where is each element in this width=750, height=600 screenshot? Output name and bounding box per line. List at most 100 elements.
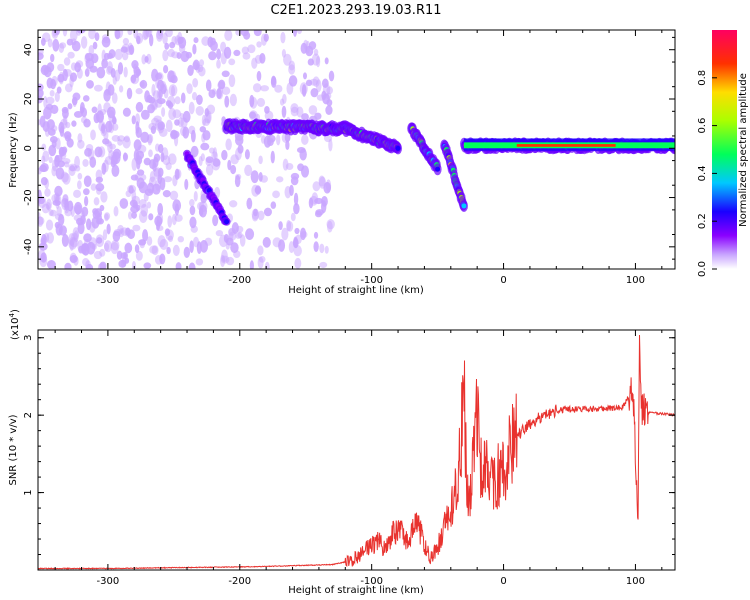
spectral-noise-cell bbox=[301, 134, 309, 145]
spectral-noise-cell bbox=[244, 149, 250, 160]
spectral-noise-cell bbox=[258, 255, 266, 263]
spectral-noise-cell bbox=[165, 162, 172, 171]
spectral-noise-cell bbox=[122, 37, 130, 45]
spectral-noise-cell bbox=[204, 112, 211, 124]
spectral-noise-cell bbox=[42, 32, 51, 43]
spectral-noise-cell bbox=[282, 93, 287, 105]
spectral-noise-cell bbox=[305, 79, 313, 87]
spectral-noise-cell bbox=[180, 50, 190, 63]
spectral-noise-cell bbox=[270, 201, 277, 209]
spectral-noise-cell bbox=[44, 178, 50, 189]
spectrogram-heatmap bbox=[38, 30, 675, 269]
spectral-noise-cell bbox=[62, 30, 68, 37]
spectral-noise-cell bbox=[76, 68, 83, 79]
spectral-noise-cell bbox=[162, 49, 169, 62]
spectral-noise-cell bbox=[148, 149, 153, 158]
y-tick-label: 40 bbox=[23, 43, 34, 56]
spectral-noise-cell bbox=[95, 182, 105, 192]
spectral-noise-cell bbox=[107, 84, 115, 96]
spectral-noise-cell bbox=[250, 170, 259, 184]
spectral-noise-cell bbox=[139, 199, 147, 208]
spectral-noise-cell bbox=[60, 171, 69, 183]
spectral-noise-cell bbox=[132, 224, 141, 232]
spectral-noise-cell bbox=[212, 214, 219, 227]
spectral-noise-cell bbox=[92, 208, 99, 215]
spectral-noise-cell bbox=[276, 134, 281, 146]
spectral-noise-cell bbox=[67, 103, 73, 110]
spectral-noise-cell bbox=[177, 31, 183, 45]
spectral-noise-cell bbox=[245, 228, 255, 241]
spectral-noise-cell bbox=[45, 103, 54, 111]
spectral-noise-cell bbox=[82, 95, 90, 102]
spectral-noise-cell bbox=[167, 70, 175, 83]
spectral-noise-cell bbox=[156, 30, 163, 42]
spectral-noise-cell bbox=[227, 159, 232, 171]
figure-title: C2E1.2023.293.19.03.R11 bbox=[270, 3, 441, 18]
spectral-noise-cell bbox=[85, 58, 95, 70]
spectral-noise-cell bbox=[312, 76, 320, 88]
spectral-noise-cell bbox=[289, 184, 294, 196]
x-tick-label: -100 bbox=[360, 275, 383, 286]
spectral-noise-cell bbox=[153, 153, 161, 163]
spectral-signal-cell bbox=[435, 166, 441, 172]
spectral-noise-cell bbox=[188, 101, 195, 115]
spectral-noise-cell bbox=[98, 146, 106, 158]
colorbar-tick-label: 0.8 bbox=[697, 70, 708, 86]
spectral-noise-cell bbox=[40, 162, 49, 172]
spectral-noise-cell bbox=[251, 184, 260, 197]
spectral-noise-cell bbox=[202, 130, 211, 141]
spectral-noise-cell bbox=[193, 190, 198, 202]
spectral-noise-cell bbox=[162, 190, 171, 198]
spectral-noise-cell bbox=[288, 241, 295, 253]
spectral-noise-cell bbox=[167, 235, 174, 243]
spectral-noise-cell bbox=[258, 171, 263, 182]
spectral-noise-cell bbox=[229, 200, 238, 208]
spectral-noise-cell bbox=[187, 64, 194, 76]
spectral-noise-cell bbox=[210, 40, 218, 52]
spectral-noise-cell bbox=[57, 63, 65, 72]
spectral-noise-cell bbox=[156, 89, 162, 100]
spectral-noise-cell bbox=[139, 81, 145, 88]
spectral-noise-cell bbox=[146, 94, 153, 103]
spectral-noise-cell bbox=[247, 44, 256, 54]
spectral-noise-cell bbox=[135, 88, 143, 95]
spectral-noise-cell bbox=[302, 72, 308, 80]
spectrogram-x-axis-label: Height of straight line (km) bbox=[288, 285, 424, 296]
spectral-noise-cell bbox=[285, 162, 294, 170]
spectral-noise-cell bbox=[292, 30, 298, 37]
spectral-noise-cell bbox=[174, 168, 180, 180]
spectral-noise-cell bbox=[253, 30, 262, 37]
spectral-noise-cell bbox=[66, 38, 74, 46]
spectral-noise-cell bbox=[55, 223, 63, 236]
spectral-noise-cell bbox=[276, 176, 284, 183]
spectral-noise-cell bbox=[174, 203, 180, 216]
spectral-noise-cell bbox=[221, 70, 230, 78]
spectral-noise-cell bbox=[84, 147, 93, 157]
spectral-noise-cell bbox=[44, 188, 51, 197]
spectral-noise-cell bbox=[215, 229, 224, 237]
spectral-noise-cell bbox=[189, 198, 195, 207]
spectral-noise-cell bbox=[251, 212, 259, 222]
spectral-noise-cell bbox=[143, 157, 151, 166]
spectral-noise-cell bbox=[46, 77, 54, 89]
spectral-noise-cell bbox=[156, 98, 166, 105]
spectral-noise-cell bbox=[48, 144, 57, 157]
spectral-noise-cell bbox=[96, 237, 103, 244]
spectral-noise-cell bbox=[270, 150, 275, 164]
spectral-noise-cell bbox=[192, 44, 197, 55]
spectral-noise-cell bbox=[134, 244, 140, 254]
spectral-noise-cell bbox=[142, 229, 149, 242]
spectral-noise-cell bbox=[54, 185, 63, 197]
spectral-noise-cell bbox=[58, 214, 65, 226]
spectral-noise-cell bbox=[206, 104, 216, 115]
spectral-noise-cell bbox=[188, 262, 196, 269]
spectral-noise-cell bbox=[39, 115, 46, 128]
spectral-noise-cell bbox=[124, 242, 133, 254]
y-tick-label: -20 bbox=[23, 189, 34, 205]
spectral-noise-cell bbox=[249, 260, 254, 269]
spectral-noise-cell bbox=[321, 90, 327, 100]
spectral-noise-cell bbox=[167, 48, 175, 58]
spectral-noise-cell bbox=[102, 138, 110, 145]
spectral-noise-cell bbox=[230, 154, 239, 165]
